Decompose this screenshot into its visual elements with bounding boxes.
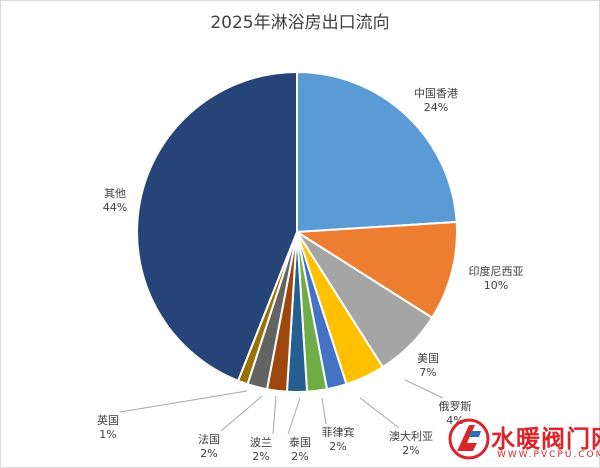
slice-value-4: 2% [402,444,419,457]
pie-slice-10 [136,70,298,383]
slice-value-9: 1% [99,428,116,441]
leader-line-7 [272,395,277,435]
slice-label-2: 美国 [417,352,439,365]
slice-value-6: 2% [291,450,308,463]
slice-value-0: 24% [424,101,448,114]
slice-value-7: 2% [252,450,269,463]
slice-value-2: 7% [419,366,436,379]
leader-line-5 [321,397,327,425]
pie-slice-1 [293,220,458,320]
leader-line-9 [119,390,248,413]
slice-label-7: 波兰 [250,436,272,449]
slice-label-0: 中国香港 [414,87,458,100]
watermark: 水暖阀门网 WWW.PVCPU.COM [447,415,600,465]
slice-label-8: 法国 [198,432,220,446]
chart-title: 2025年淋浴房出口流向 [210,13,390,33]
leader-line-6 [287,397,301,435]
leader-line-8 [220,395,263,432]
slice-label-9: 英国 [97,413,119,427]
watermark-url: WWW.PVCPU.COM [497,450,600,460]
slice-label-6: 泰国 [289,435,311,449]
slice-label-5: 菲律宾 [322,425,355,439]
leader-line-3 [404,379,444,399]
pie-slice-0 [296,70,458,234]
slice-label-3: 俄罗斯 [439,400,472,413]
slice-label-10: 其他 [104,187,126,200]
slice-value-8: 2% [200,447,217,460]
slice-value-10: 44% [103,201,127,214]
watermark-text: 水暖阀门网 [491,425,600,453]
leader-line-4 [359,397,400,429]
slice-value-1: 10% [484,279,508,292]
slice-label-4: 澳大利亚 [389,429,433,443]
slice-value-5: 2% [329,440,346,453]
slice-label-1: 印度尼西亚 [469,264,524,278]
watermark-logo-icon [448,418,490,460]
